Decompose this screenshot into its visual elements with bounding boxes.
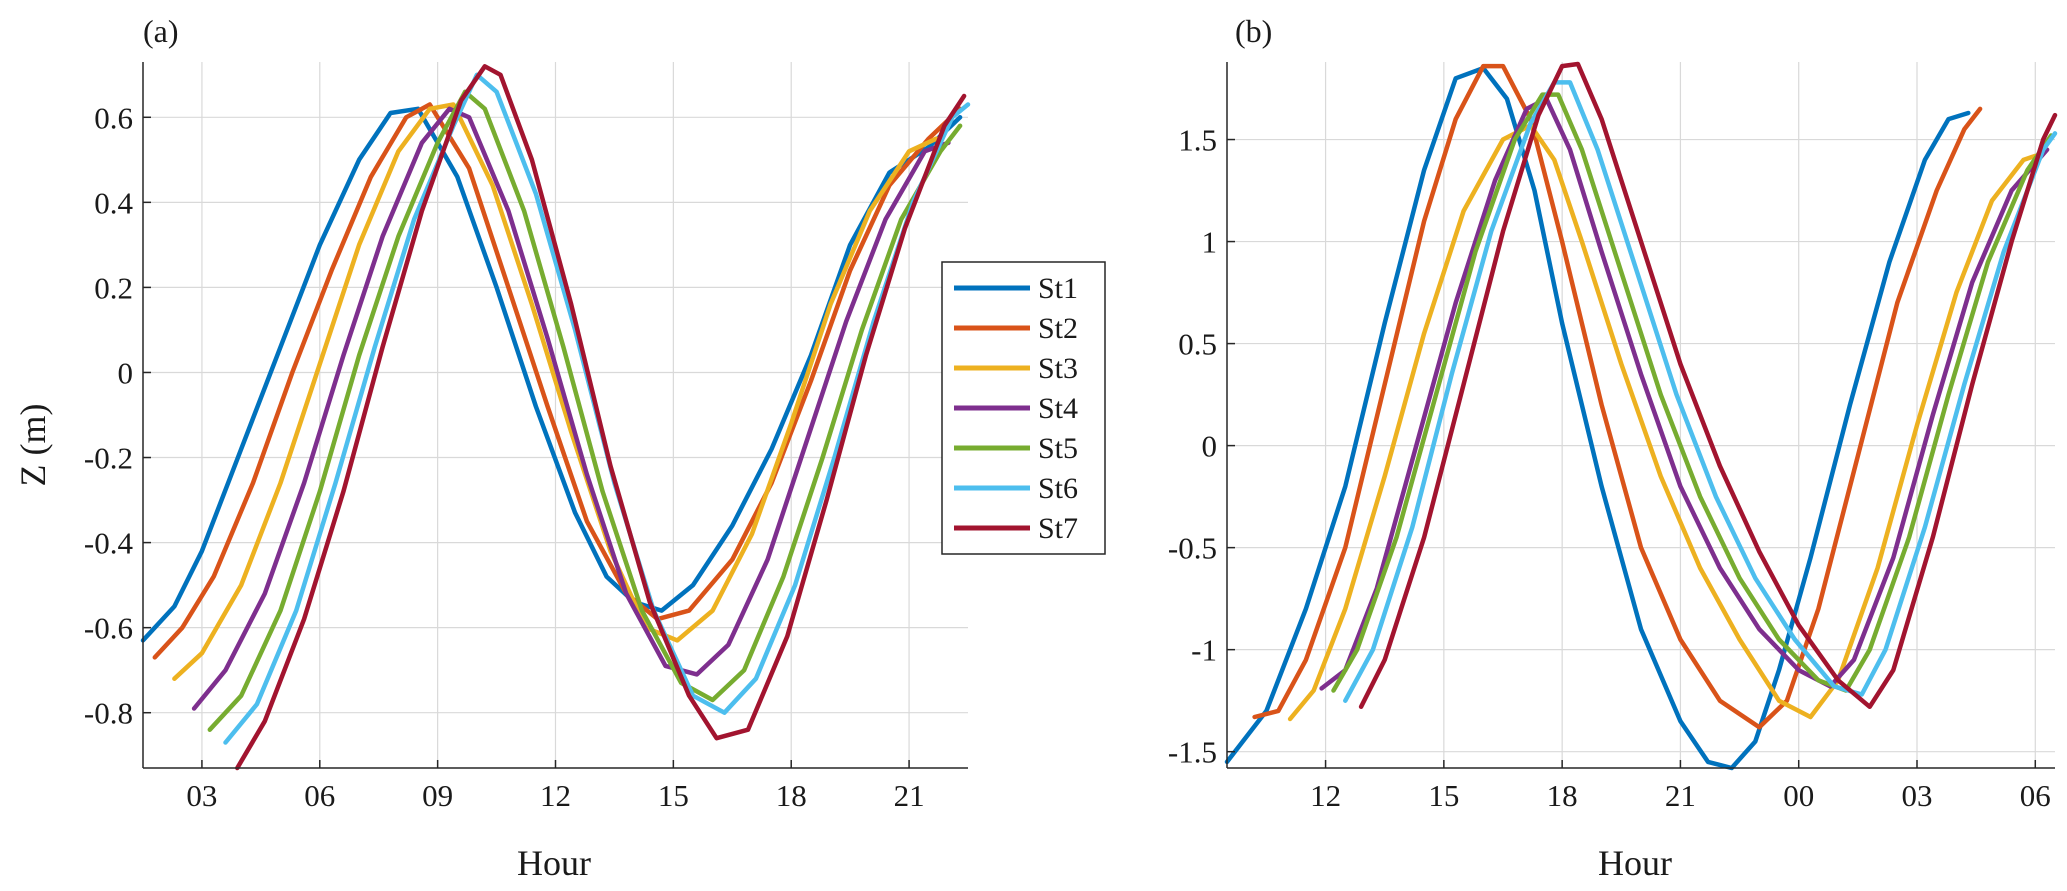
panel-b-x-tick-label: 03 <box>1902 778 1933 813</box>
panel-a-y-tick-label: 0.4 <box>94 185 133 220</box>
panel-b-series-st2 <box>1252 63 1983 730</box>
panel-a-series-st2 <box>152 102 963 660</box>
panel-a-series-st7 <box>235 64 967 771</box>
panel-b-y-tick-label: 1 <box>1202 225 1218 260</box>
panel-b-series-st1 <box>1224 65 1971 771</box>
panel-a-label: (a) <box>143 13 179 49</box>
panel-b-x-tick-label: 06 <box>2020 778 2051 813</box>
panel-a-series-st5 <box>207 89 963 732</box>
panel-b-series-st5 <box>1331 92 2054 693</box>
panel-b-x-tick-label: 21 <box>1665 778 1696 813</box>
legend-label-st6: St6 <box>1038 472 1078 505</box>
panel-b-series-st3 <box>1287 123 2038 722</box>
legend-label-st5: St5 <box>1038 432 1078 465</box>
panel-a-y-axis-label: Z (m) <box>13 404 53 487</box>
panel-a-x-tick-label: 21 <box>894 778 925 813</box>
legend-label-st2: St2 <box>1038 312 1078 345</box>
panel-b-label: (b) <box>1235 13 1272 49</box>
panel-a-series-st4 <box>191 106 951 711</box>
panel-b-x-tick-label: 00 <box>1783 778 1814 813</box>
panel-a-x-tick-label: 03 <box>186 778 217 813</box>
panel-a-x-tick-label: 12 <box>540 778 571 813</box>
panel-b-y-tick-label: 1.5 <box>1178 123 1217 158</box>
panel-b: (b) Hour 12 15 18 21 00 03 06 -1.5 -1 -0.5 0 0.5 1 1.… <box>1168 13 2058 883</box>
legend-label-st3: St3 <box>1038 352 1078 385</box>
panel-b-x-tick-label: 12 <box>1310 778 1341 813</box>
panel-a-series-st3 <box>172 102 939 681</box>
panel-b-y-tick-label: -1 <box>1191 633 1217 668</box>
panel-b-series-st7 <box>1358 61 2058 710</box>
legend: St1 St2 St3 St4 St5 St6 St7 <box>941 261 1106 555</box>
panel-a-y-tick-label: -0.8 <box>84 696 133 731</box>
legend-label-st7: St7 <box>1038 512 1078 545</box>
legend-label-st4: St4 <box>1038 392 1078 425</box>
panel-a-y-tick-label: 0 <box>118 355 134 390</box>
legend-label-st1: St1 <box>1038 272 1078 305</box>
panel-b-y-tick-label: 0.5 <box>1178 327 1217 362</box>
panel-a-x-axis-label: Hour <box>517 843 591 883</box>
panel-a-y-tick-label: -0.4 <box>84 526 134 561</box>
panel-a-x-tick-label: 09 <box>422 778 453 813</box>
panel-b-x-axis-label: Hour <box>1598 843 1672 883</box>
panel-a-x-tick-label: 06 <box>304 778 335 813</box>
panel-b-x-tick-label: 15 <box>1428 778 1459 813</box>
panel-b-y-tick-label: 0 <box>1202 429 1218 464</box>
panel-a-y-tick-label: -0.6 <box>84 611 133 646</box>
panel-b-series-st6 <box>1343 80 2058 703</box>
panel-a: (a) Z (m) Hour 03 06 09 12 15 18 21 -0.8 -0.6 -0.… <box>13 13 971 883</box>
panel-a-x-tick-label: 15 <box>658 778 689 813</box>
panel-b-y-tick-label: -1.5 <box>1168 735 1217 770</box>
panel-a-x-tick-label: 18 <box>776 778 807 813</box>
panel-b-x-tick-label: 18 <box>1547 778 1578 813</box>
panel-a-y-tick-label: 0.6 <box>94 100 133 135</box>
panel-b-series-st4 <box>1319 96 2050 691</box>
panel-b-y-tick-label: -0.5 <box>1168 531 1217 566</box>
panel-a-y-tick-label: -0.2 <box>84 441 133 476</box>
panel-a-y-tick-label: 0.2 <box>94 270 133 305</box>
